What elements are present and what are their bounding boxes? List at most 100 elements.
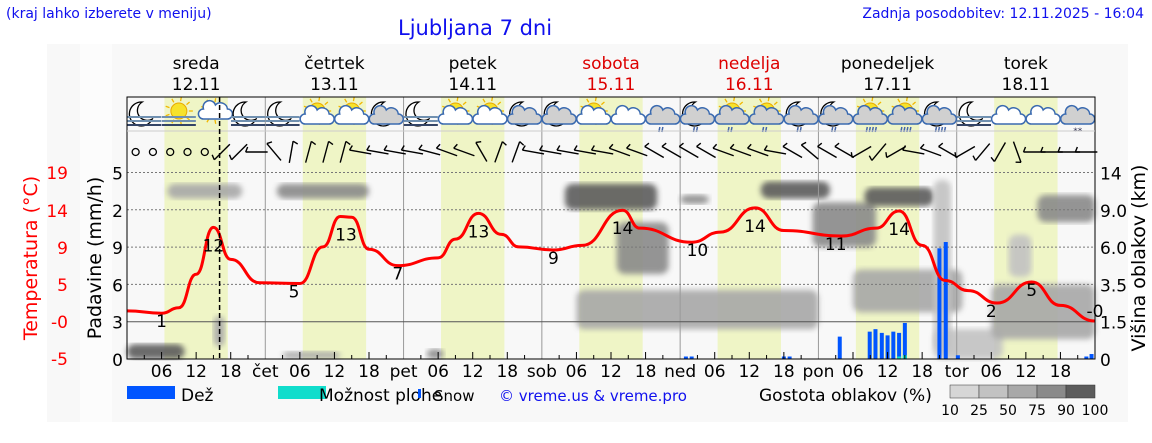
sun-ray <box>165 105 170 109</box>
x-tick-hour: 18 <box>635 362 657 382</box>
cloud-icon <box>783 104 819 125</box>
wind-feather <box>590 145 595 151</box>
cloud-patch <box>991 284 1095 340</box>
wind-shaft <box>834 145 855 159</box>
weather-icon-moon-cloud <box>506 101 543 127</box>
wind-shaft <box>886 145 907 159</box>
wind-shaft <box>902 149 925 155</box>
sun-ray <box>447 98 451 103</box>
rain-bar <box>955 355 960 359</box>
cloud-icon <box>645 104 681 125</box>
wind-feather <box>801 141 807 146</box>
sun-ray <box>214 119 217 124</box>
day-date: 18.11 <box>1002 75 1051 95</box>
legend-rain-swatch <box>127 386 175 399</box>
wind-barb-icon <box>339 140 351 163</box>
x-tick-hour: 06 <box>704 362 726 382</box>
precip-tick: 5 <box>112 165 123 185</box>
wind-shaft <box>522 149 545 155</box>
temperature-tick: 19 <box>46 164 68 184</box>
temperature-value-label: 13 <box>468 222 490 242</box>
rain-bar <box>891 331 896 359</box>
x-tick-hour: 06 <box>566 362 588 382</box>
sun-ray <box>318 97 321 102</box>
wind-barb-icon <box>348 145 372 155</box>
legend-rain-label: Dež <box>181 386 214 406</box>
x-tick-hour: 12 <box>185 362 207 382</box>
wind-shaft <box>678 145 699 159</box>
cloud-icon <box>1025 104 1061 125</box>
wind-feather <box>310 140 317 146</box>
wind-shaft <box>591 149 614 155</box>
wind-barb-icon <box>696 142 716 159</box>
wind-feather <box>834 142 840 148</box>
copyright-link[interactable]: © vreme.us & vreme.pro <box>499 387 687 405</box>
cloud-height-tick: 6.0 <box>1100 239 1127 259</box>
temperature-tick: 14 <box>46 202 68 222</box>
wind-shaft <box>539 149 562 155</box>
rain-bar <box>867 331 872 359</box>
density-tick: 90 <box>1057 403 1075 419</box>
weather-icon-moon-fog <box>265 101 300 127</box>
cloud-icon <box>887 104 923 125</box>
wind-feather <box>678 142 684 148</box>
plot-frame <box>126 96 1096 360</box>
x-tick-hour: 12 <box>1015 362 1037 382</box>
sun-ray <box>186 101 190 106</box>
temperature-value-label: 12 <box>203 236 225 256</box>
wind-feather <box>211 154 215 161</box>
wind-barb-icon <box>322 140 334 163</box>
wind-shaft <box>626 147 648 157</box>
wind-feather <box>626 143 631 149</box>
sun-ray <box>324 101 329 106</box>
sun-ray <box>724 98 728 103</box>
wind-feather <box>763 145 768 151</box>
wind-barb-icon <box>475 141 488 162</box>
wind-barb-icon <box>800 141 819 160</box>
sun-ray <box>482 98 486 103</box>
cloud-patch <box>282 351 341 359</box>
cloud-patch <box>576 289 819 330</box>
wind-barb-icon <box>228 143 248 161</box>
x-tick-hour: 18 <box>773 362 795 382</box>
weather-icon-moon-cloud <box>368 101 404 127</box>
cloud-icon <box>541 104 577 125</box>
calm-wind-icon <box>148 147 158 157</box>
cloud-icon <box>197 99 234 120</box>
weather-icon-sun-cloud-heavy-rain <box>852 97 888 133</box>
temperature-value-label: 2 <box>986 302 997 322</box>
wind-barb-icon <box>747 143 769 157</box>
day-date: 12.11 <box>172 75 221 95</box>
cloud-patch <box>760 181 830 199</box>
day-name: sobota <box>582 54 640 74</box>
wind-barb-icon <box>712 143 734 157</box>
x-tick-hour: 06 <box>289 362 311 382</box>
location-hint[interactable]: (kraj lahko izberete v meniju) <box>6 6 212 22</box>
wind-feather <box>345 140 351 146</box>
temperature-tick: -5 <box>51 350 68 370</box>
weather-icon-cloud-snow: ** <box>1060 104 1096 137</box>
rain-bar <box>683 356 688 359</box>
rain-bar <box>787 356 792 359</box>
temperature-value-label: 5 <box>289 283 300 303</box>
x-tick-hour: 18 <box>911 362 933 382</box>
density-swatch <box>978 384 1009 399</box>
density-tick: 10 <box>941 403 959 419</box>
sun-ray <box>456 97 459 102</box>
wind-feather <box>644 142 650 148</box>
x-tick-hour: 12 <box>877 362 899 382</box>
wind-shaft <box>436 147 458 157</box>
wind-feather <box>661 142 667 148</box>
rain-bar <box>837 336 842 359</box>
wind-shaft <box>511 141 521 163</box>
wind-barb-icon <box>573 145 597 155</box>
weather-icon-moon-cloud-rain <box>818 101 854 133</box>
sun-ray <box>862 98 866 103</box>
wind-feather <box>366 145 371 151</box>
weather-icon-cloud <box>990 104 1027 125</box>
legend: Dež Možnost plohe Snow © vreme.us & vrem… <box>127 384 1108 419</box>
rain-bar <box>902 322 907 359</box>
temperature-value-label: 7 <box>392 265 403 285</box>
wind-shaft <box>494 141 504 163</box>
